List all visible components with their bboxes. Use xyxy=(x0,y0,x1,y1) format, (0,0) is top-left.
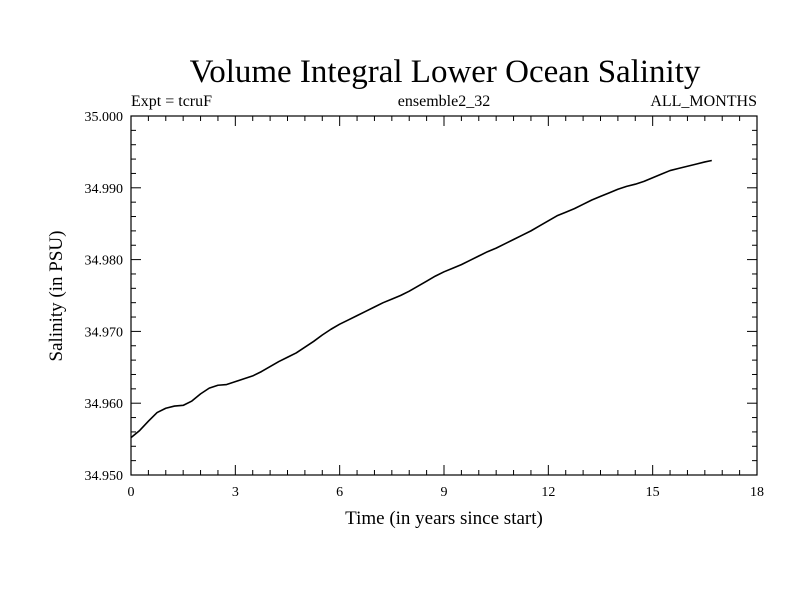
chart-title: Volume Integral Lower Ocean Salinity xyxy=(190,54,701,90)
x-tick-label: 0 xyxy=(128,485,135,500)
y-tick-label: 35.000 xyxy=(85,110,124,125)
y-axis-label: Salinity (in PSU) xyxy=(46,231,67,362)
x-tick-label: 6 xyxy=(336,485,343,500)
x-axis-label: Time (in years since start) xyxy=(345,508,543,529)
x-tick-label: 12 xyxy=(541,485,555,500)
plot-frame xyxy=(130,115,758,476)
subtitle-experiment: Expt = tcruF xyxy=(131,93,212,110)
subtitle-months: ALL_MONTHS xyxy=(650,93,757,110)
y-tick-label: 34.960 xyxy=(85,397,124,412)
y-tick-label: 34.970 xyxy=(85,325,124,340)
x-tick-label: 18 xyxy=(750,485,764,500)
series-line xyxy=(130,159,712,439)
subtitle-ensemble: ensemble2_32 xyxy=(398,93,490,110)
x-tick-label: 9 xyxy=(441,485,448,500)
x-tick-label: 15 xyxy=(646,485,660,500)
x-tick-label: 3 xyxy=(232,485,239,500)
y-tick-label: 34.990 xyxy=(85,182,124,197)
axis-tick-labels: 0 3 6 9 12 15 18 34.950 34.960 34.970 34.980 34.990… xyxy=(85,110,765,500)
axis-ticks xyxy=(130,115,758,476)
y-tick-label: 34.980 xyxy=(85,254,124,269)
y-tick-label: 34.950 xyxy=(85,469,124,484)
